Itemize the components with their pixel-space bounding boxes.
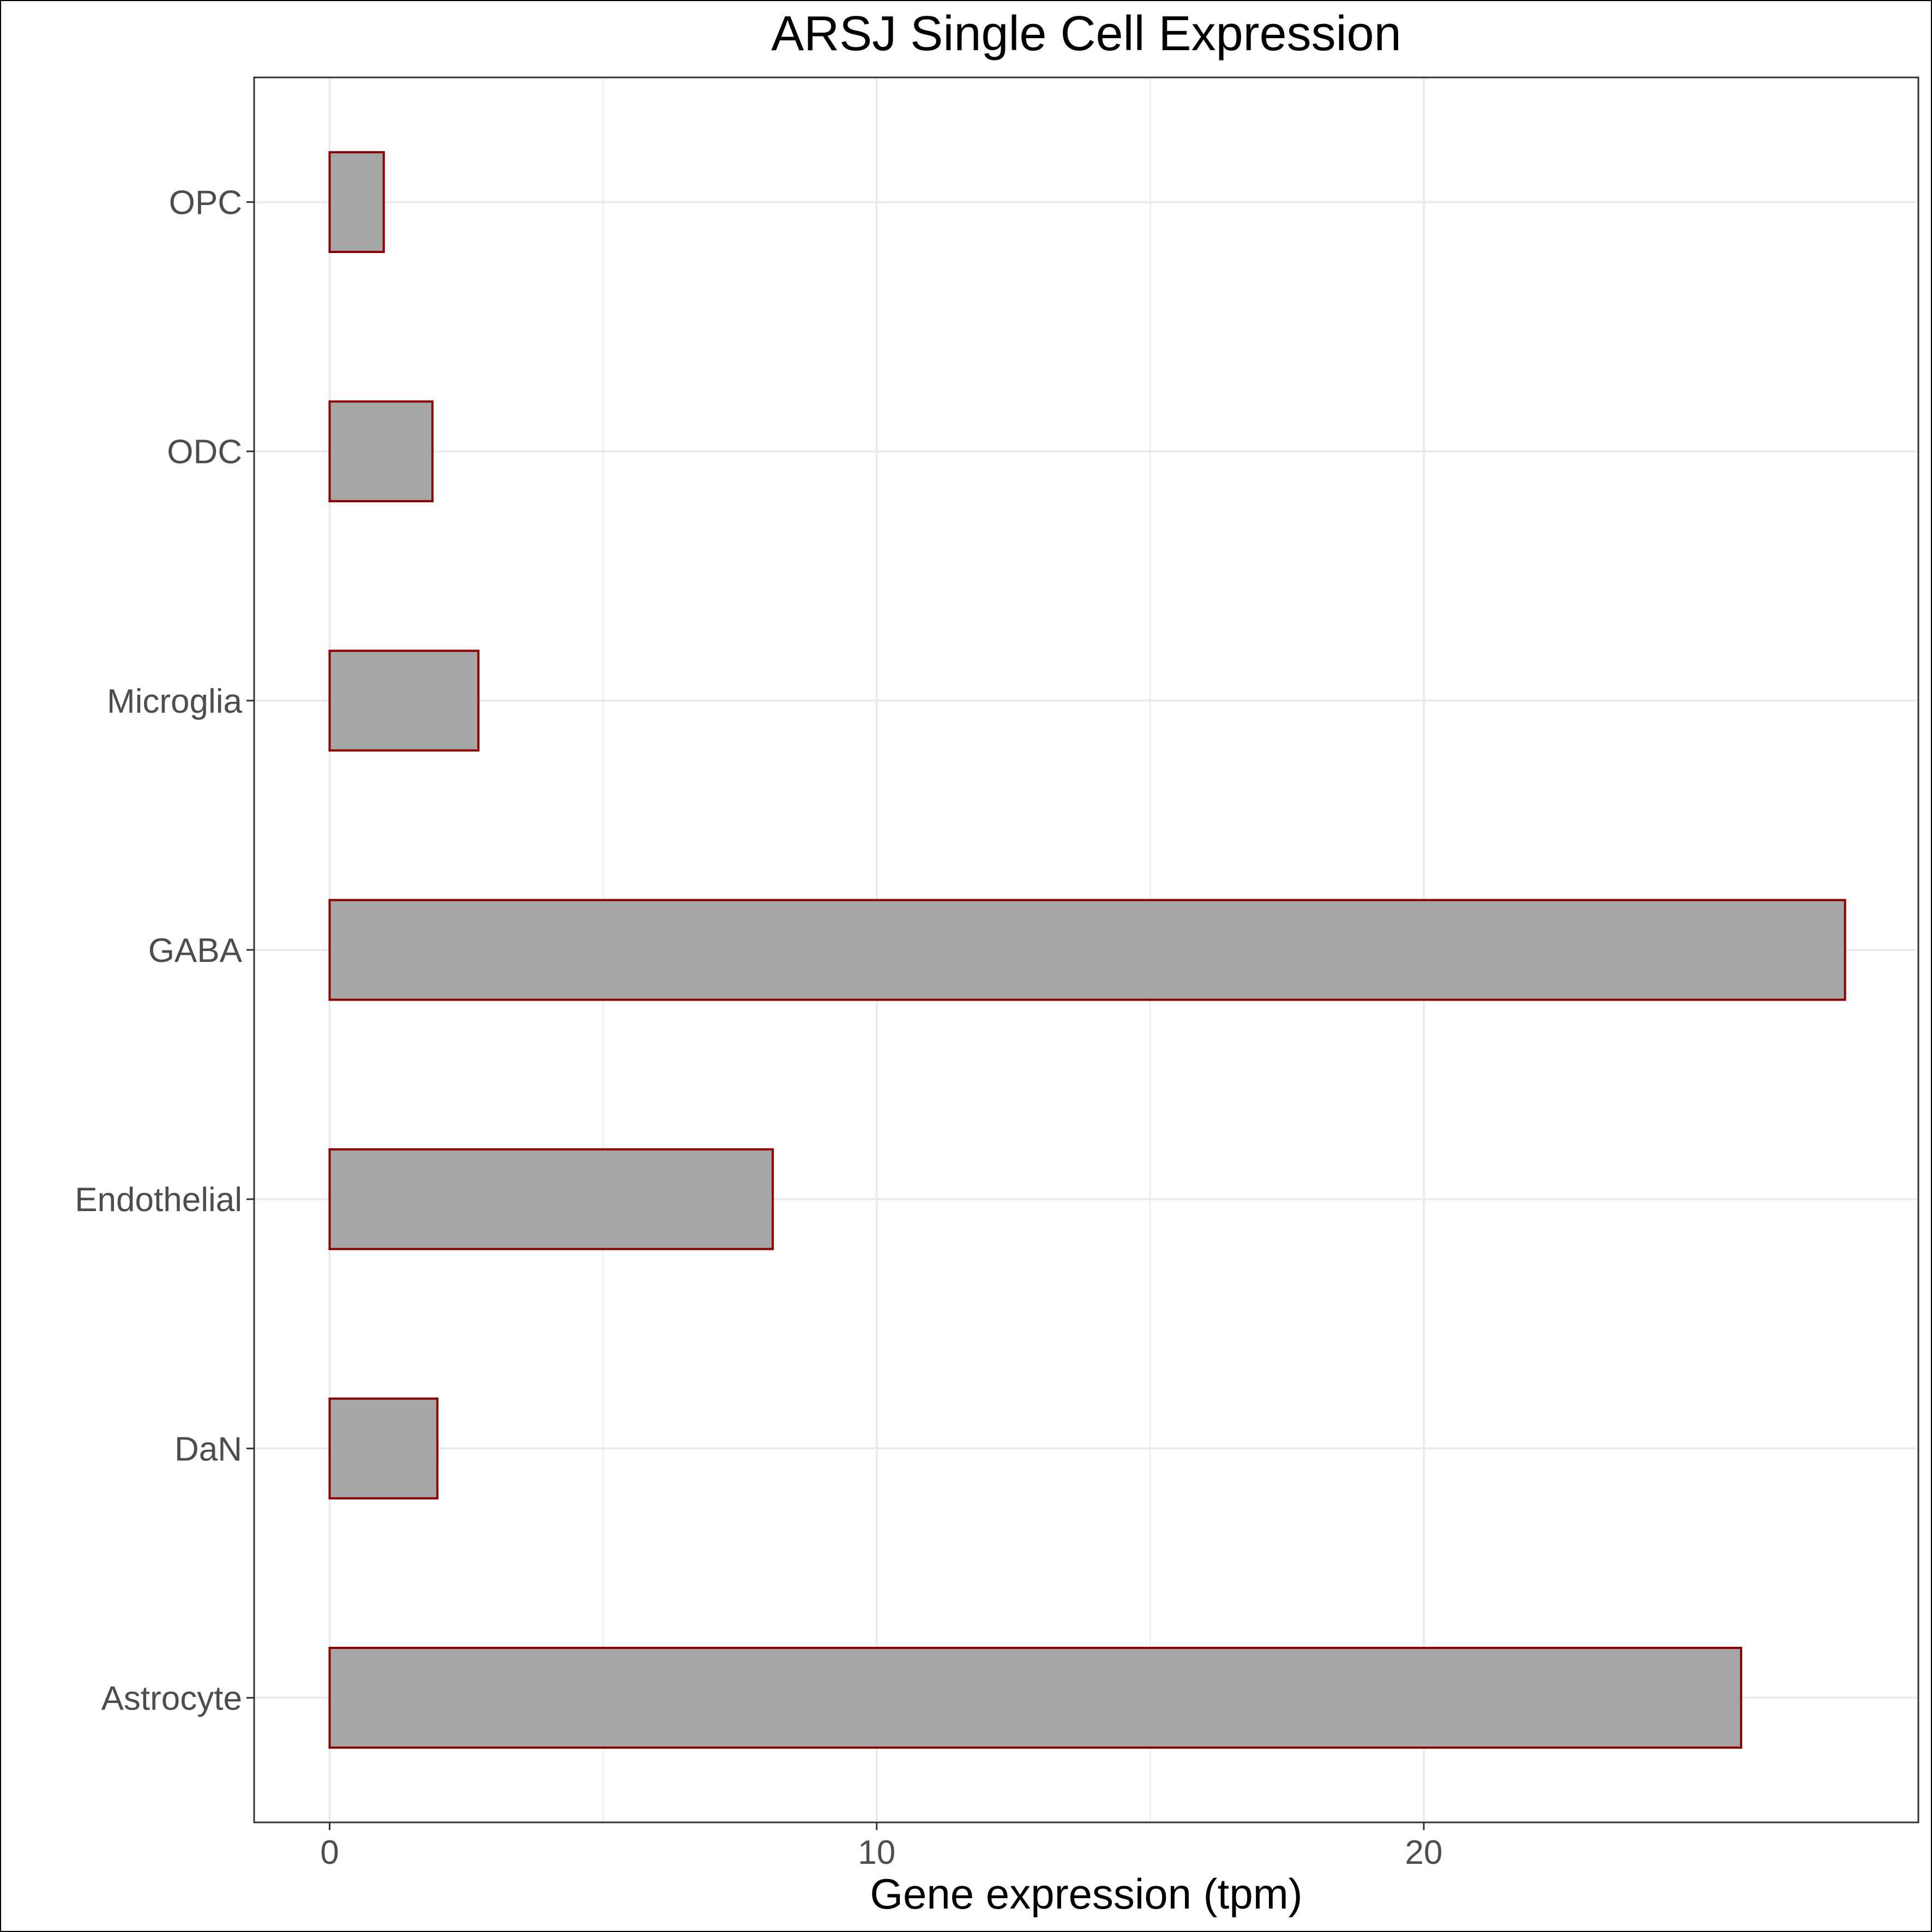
y-tick-label: Microglia xyxy=(107,683,243,720)
bar-odc xyxy=(328,400,434,503)
y-tick-label: OPC xyxy=(169,184,242,222)
y-tick-label: ODC xyxy=(167,434,242,471)
y-axis-ticks: Astrocyte DaN Endothelial GABA Microglia ODC O… xyxy=(75,184,254,1717)
x-tick-label: 10 xyxy=(858,1834,895,1871)
x-axis-ticks: 0 10 20 xyxy=(320,1822,1443,1871)
x-tick-label: 0 xyxy=(320,1834,339,1871)
y-tick-label: GABA xyxy=(148,932,243,970)
y-tick-label: Endothelial xyxy=(75,1181,242,1219)
bar-opc xyxy=(328,151,385,253)
y-tick-label: DaN xyxy=(174,1430,242,1468)
bar-astrocyte xyxy=(328,1647,1742,1749)
bars xyxy=(328,151,1846,1749)
bar-dan xyxy=(328,1397,439,1500)
bar-gaba xyxy=(328,899,1846,1001)
bar-microglia xyxy=(328,649,480,752)
bar-endothelial xyxy=(328,1148,774,1250)
x-axis-title: Gene expression (tpm) xyxy=(870,1870,1302,1918)
chart-title: ARSJ Single Cell Expression xyxy=(771,7,1401,61)
y-tick-label: Astrocyte xyxy=(101,1680,242,1717)
x-tick-label: 20 xyxy=(1405,1834,1443,1871)
